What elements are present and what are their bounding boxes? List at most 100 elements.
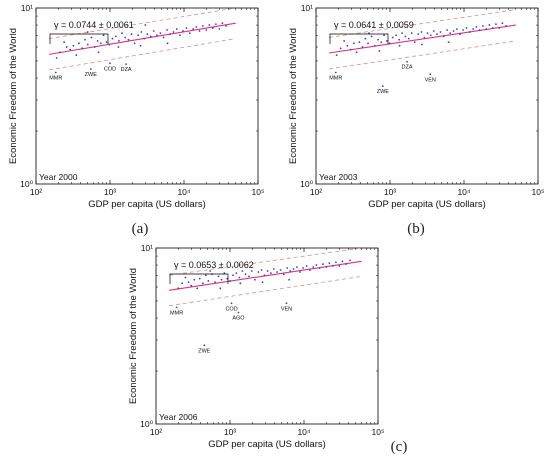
data-point [190,285,192,287]
data-point [112,38,114,40]
data-point [221,279,223,281]
data-point [232,274,234,276]
data-point [286,267,288,269]
data-point [371,35,373,37]
data-point [433,30,435,32]
data-point [235,272,237,274]
data-point [270,272,272,274]
data-point [302,267,304,269]
y-axis-label: Economic Freedom of the World [288,28,299,164]
y-tick-label: 10⁰ [300,179,313,189]
data-point [306,265,308,267]
data-point [283,273,285,275]
country-label: VEN [425,77,436,83]
data-point [289,270,291,272]
data-point [128,39,130,41]
panel-label: (b) [407,221,425,237]
data-point [401,32,403,34]
data-point [440,31,442,33]
data-point [254,279,256,281]
data-point [462,29,464,31]
data-point [218,275,220,277]
data-point [131,33,133,35]
data-point [196,287,198,289]
data-point [169,33,171,35]
country-label: COD [225,306,237,312]
labeled-point [406,61,408,63]
data-point [248,275,250,277]
year-label: Year 2000 [39,172,78,182]
data-point [239,277,241,279]
country-label: ZWE [85,72,98,78]
data-point [443,35,445,37]
country-label: ZWE [198,348,211,354]
data-point [267,270,269,272]
country-label: VEN [281,306,292,312]
data-point [386,40,388,42]
labeled-point [238,312,240,314]
data-point [459,33,461,35]
country-label: MMR [49,76,62,82]
data-point [87,31,89,33]
data-point [176,28,178,30]
data-point [501,22,503,24]
data-point [430,34,432,36]
data-point [229,280,231,282]
panel-b: 10² 10³ 10⁴ 10⁵10⁰10¹MMRZWEDZAVENγ = 0.0641… [288,3,544,210]
fit-label: γ = 0.0744 ± 0.0061 [54,20,134,30]
data-point [345,263,347,265]
data-point [108,44,110,46]
data-point [215,23,217,25]
data-point [63,41,65,43]
data-point [100,42,102,44]
data-point [214,281,216,283]
data-point [456,28,458,30]
data-point [479,29,481,31]
data-point [185,277,187,279]
plot-frame [156,248,378,424]
data-point [485,28,487,30]
data-point [316,264,318,266]
data-point [261,269,263,271]
country-label: COD [104,66,116,72]
data-point [476,26,478,28]
data-point [299,271,301,273]
panel-c: 10² 10³ 10⁴ 10⁵10⁰10¹MMRZWECODAGOVENγ = 0.0… [128,243,384,450]
y-tick-label: 10¹ [301,3,313,13]
data-point [207,280,209,282]
data-point [208,24,210,26]
data-point [296,266,298,268]
data-point [140,45,142,47]
data-point [498,27,500,29]
x-axis-label: GDP per capita (US dollars) [208,439,326,450]
data-point [427,32,429,34]
data-point [205,29,207,31]
data-point [118,46,120,48]
data-point [340,47,342,49]
labeled-point [176,306,178,308]
data-point [94,46,96,48]
data-point [389,42,391,44]
data-point [449,32,451,34]
data-point [362,46,364,48]
data-point [262,281,264,283]
data-point [140,31,142,33]
data-point [472,28,474,30]
data-point [137,34,139,36]
labeled-point [382,85,384,87]
data-point [411,32,413,34]
data-point [505,25,507,27]
data-point [192,28,194,30]
panel-a: 10² 10³ 10⁴ 10⁵ 10⁰ 10¹ MMR ZWE COD DZA γ = 0.0744… [8,3,264,210]
data-point [264,274,266,276]
panel-label: (a) [132,221,149,237]
data-point [90,37,92,39]
data-point [251,270,253,272]
data-point [103,34,105,36]
labeled-point [203,344,205,346]
data-point [84,39,86,41]
data-point [358,41,360,43]
data-point [121,32,123,34]
data-point [338,265,340,267]
